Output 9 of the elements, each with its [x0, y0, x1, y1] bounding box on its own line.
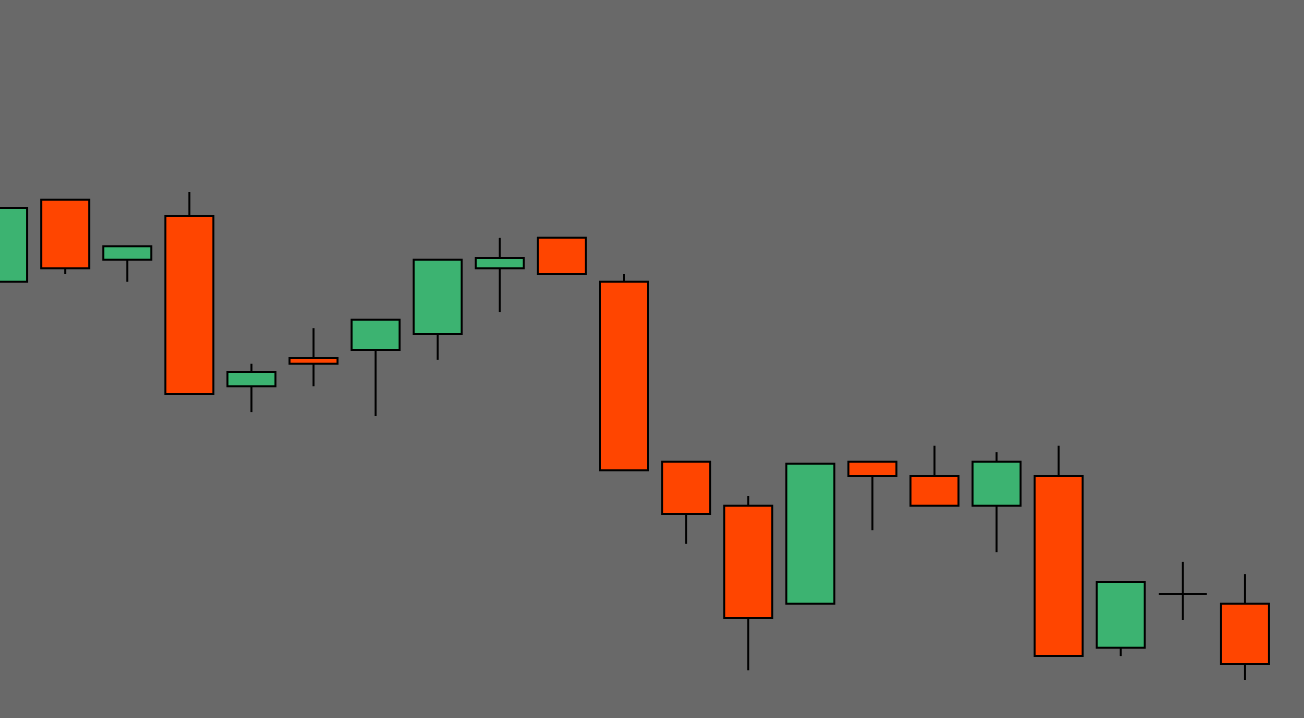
- candlestick: [847, 460, 898, 532]
- candlestick: [536, 236, 587, 275]
- candlestick: [474, 236, 525, 314]
- candlestick: [350, 318, 401, 417]
- candlestick: [226, 362, 277, 414]
- candlestick: [909, 444, 960, 507]
- candlestick: [288, 327, 339, 388]
- candlestick: [971, 451, 1022, 554]
- candlestick: [1157, 560, 1208, 621]
